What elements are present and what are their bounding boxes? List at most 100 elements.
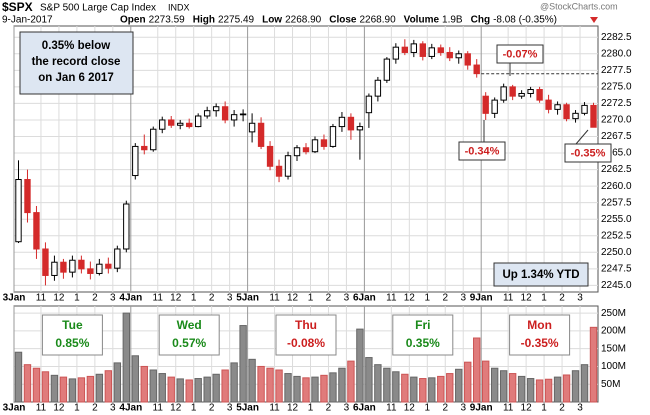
candle-body — [320, 139, 328, 147]
volume-bar — [580, 364, 589, 403]
volume-bar — [499, 370, 508, 403]
volume-bar — [535, 379, 544, 403]
candle-body — [428, 47, 435, 57]
callout-text: -0.34% — [465, 145, 500, 157]
x-tick-label: 3Jan — [3, 293, 26, 304]
volume-tick-label: 150M — [601, 343, 626, 354]
candle-body — [482, 95, 489, 114]
x-tick-label: 1 — [425, 403, 431, 414]
y-tick-label: 2247.5 — [601, 263, 632, 274]
volume-bar — [194, 378, 202, 403]
x-tick-label: 11 — [269, 403, 280, 414]
y-tick-label: 2257.5 — [601, 197, 632, 208]
volume-bar — [14, 351, 23, 403]
x-tick-label: 2 — [559, 293, 565, 304]
volume-bar — [383, 367, 391, 403]
x-tick-label: 11 — [386, 293, 397, 304]
x-tick-label: 11 — [36, 293, 47, 304]
candle-body — [311, 139, 319, 153]
candle-body — [24, 179, 31, 214]
x-tick-label: 11 — [386, 403, 397, 414]
candle-body — [437, 47, 444, 53]
stat-value: 2273.59 — [149, 15, 186, 26]
candle-body — [284, 155, 292, 177]
y-tick-label: 2252.5 — [601, 230, 632, 241]
candle-body — [356, 126, 364, 131]
volume-bar — [131, 355, 139, 403]
candle-body — [105, 263, 112, 269]
volume-bar — [437, 375, 445, 403]
volume-bar — [401, 373, 409, 403]
date: 9-Jan-2017 — [2, 15, 53, 26]
day-box — [509, 314, 571, 356]
volume-bar — [347, 360, 355, 403]
volume-bar — [446, 373, 454, 403]
x-tick-label: 3 — [227, 403, 233, 414]
candle-body — [419, 43, 426, 57]
volume-bar — [374, 364, 382, 403]
volume-bar — [392, 371, 400, 403]
x-tick-label: 11 — [153, 403, 164, 414]
x-tick-label: 2 — [209, 293, 215, 304]
x-tick-label: 3 — [344, 293, 350, 304]
y-tick-label: 2250.0 — [601, 247, 632, 258]
candle-body — [69, 259, 76, 273]
volume-bar — [149, 369, 157, 403]
x-tick-label: 2 — [92, 403, 98, 414]
volume-bar — [338, 367, 346, 403]
candle-body — [221, 106, 229, 121]
x-tick-label: 12 — [404, 293, 416, 304]
stat-label: Chg — [471, 15, 490, 26]
callout-box — [496, 44, 544, 64]
callout-box — [564, 143, 612, 163]
day-name: Tue — [62, 318, 83, 332]
volume-tick-label: 50M — [601, 379, 620, 390]
volume-bar — [473, 337, 481, 403]
volume-bar — [203, 376, 211, 403]
note-box — [19, 31, 134, 95]
stat-value: 2268.90 — [285, 15, 322, 26]
candle-body — [392, 46, 400, 60]
candle-body — [275, 165, 283, 177]
day-change: 0.57% — [172, 336, 206, 350]
x-tick-label: 11 — [269, 293, 280, 304]
candle-body — [15, 179, 22, 243]
candle-body — [338, 116, 346, 128]
candle-body — [168, 119, 175, 126]
y-tick-label: 2275.0 — [601, 82, 632, 93]
x-tick-label: 3 — [227, 293, 233, 304]
callout-text: -0.35% — [571, 147, 606, 159]
day-name: Thu — [295, 318, 317, 332]
volume-bar — [185, 379, 193, 403]
stat-label: Volume — [404, 15, 440, 26]
x-tick-label: 1 — [541, 403, 547, 414]
candle-body — [572, 112, 579, 120]
x-tick-label: 6Jan — [353, 293, 376, 304]
x-tick-label: 1 — [308, 403, 314, 414]
volume-bar — [41, 371, 50, 403]
x-tick-label: 3 — [460, 293, 466, 304]
candle-body — [42, 248, 49, 276]
x-tick-label: 1 — [74, 403, 80, 414]
stat-label: High — [193, 15, 215, 26]
volume-bar — [455, 368, 463, 403]
volume-bar — [266, 367, 274, 403]
volume-bar — [158, 373, 166, 403]
candle-body — [518, 92, 525, 97]
x-tick-label: 9Jan — [470, 403, 493, 414]
y-tick-label: 2282.5 — [601, 32, 632, 43]
day-change: 0.35% — [406, 336, 440, 350]
callout-arrow — [575, 129, 589, 145]
x-tick-label: 12 — [287, 403, 299, 414]
x-tick-label: 12 — [404, 403, 416, 414]
x-tick-label: 12 — [170, 403, 182, 414]
candle-body — [96, 263, 103, 274]
y-tick-label: 2277.5 — [601, 65, 632, 76]
day-box — [41, 314, 103, 356]
x-tick-label: 4Jan — [119, 403, 142, 414]
day-box — [158, 314, 220, 356]
x-tick-label: 3 — [577, 293, 583, 304]
candle-body — [248, 122, 256, 133]
x-tick-label: 1 — [541, 293, 547, 304]
